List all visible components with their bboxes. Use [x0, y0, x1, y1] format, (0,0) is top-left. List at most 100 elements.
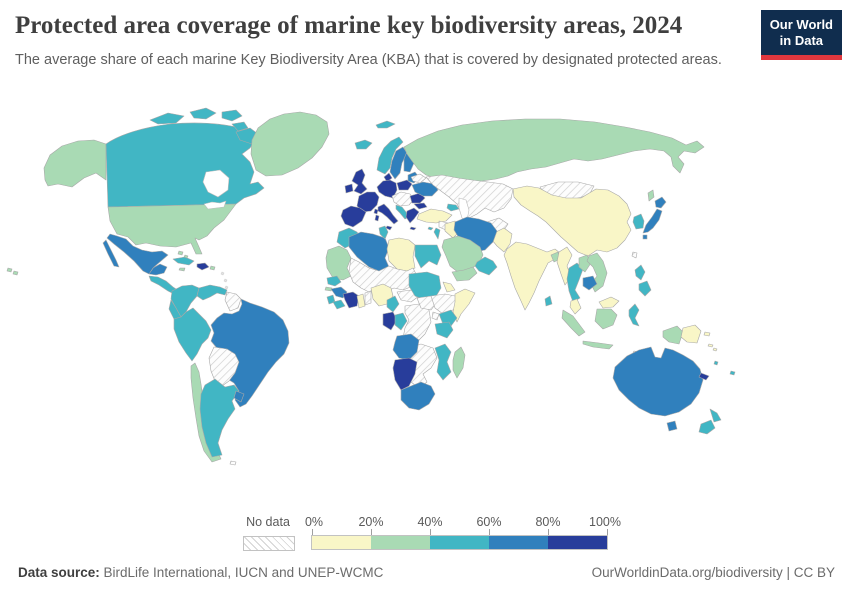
country-mozambique[interactable]: [434, 343, 452, 381]
country-australia[interactable]: [612, 346, 704, 432]
country-india[interactable]: [503, 241, 561, 311]
country-algeria[interactable]: [348, 231, 390, 272]
country-new-zealand[interactable]: [698, 408, 722, 435]
country-greenland[interactable]: [250, 111, 330, 177]
country-venezuela[interactable]: [196, 284, 228, 301]
country-tunisia[interactable]: [378, 225, 389, 240]
country-argentina[interactable]: [199, 378, 240, 458]
legend-no-data-swatch[interactable]: [243, 536, 295, 551]
country-kazakhstan-centralasia[interactable]: [425, 174, 514, 219]
falkland-islands[interactable]: [229, 460, 237, 466]
country-egypt[interactable]: [414, 244, 442, 269]
country-new-caledonia[interactable]: [698, 372, 710, 381]
country-tanzania[interactable]: [434, 321, 454, 339]
country-indonesia[interactable]: [561, 308, 684, 350]
country-turkey[interactable]: [416, 208, 453, 224]
country-norway[interactable]: [376, 136, 404, 175]
country-iceland[interactable]: [354, 139, 373, 150]
country-mexico[interactable]: [102, 233, 169, 276]
country-cyprus[interactable]: [427, 226, 434, 231]
legend-swatch-20-40[interactable]: [371, 536, 430, 549]
country-namibia[interactable]: [392, 357, 418, 391]
legend-color-bar: [311, 535, 608, 550]
country-vanuatu[interactable]: [713, 360, 719, 366]
country-solomon-islands[interactable]: [707, 343, 718, 352]
country-gabon[interactable]: [382, 311, 398, 331]
country-cuba[interactable]: [172, 256, 195, 266]
owid-logo: Our World in Data: [760, 10, 842, 60]
country-bolivia-paraguay[interactable]: [208, 346, 240, 387]
country-yemen[interactable]: [451, 266, 478, 282]
country-malaysia[interactable]: [569, 296, 620, 315]
country-canada-arctic[interactable]: [149, 107, 259, 145]
country-togo-benin[interactable]: [364, 290, 372, 306]
country-hawaii-us[interactable]: [6, 267, 19, 276]
country-cameroon[interactable]: [386, 295, 400, 313]
country-taiwan[interactable]: [631, 251, 638, 259]
country-south-africa[interactable]: [400, 381, 436, 411]
country-poland[interactable]: [396, 179, 413, 191]
country-fiji[interactable]: [729, 370, 736, 376]
data-source-label: Data source:: [18, 565, 100, 580]
country-kenya[interactable]: [438, 309, 458, 327]
country-oman[interactable]: [474, 256, 498, 276]
country-libya[interactable]: [386, 237, 416, 272]
legend-swatch-40-60[interactable]: [430, 536, 489, 549]
country-bahamas[interactable]: [177, 250, 189, 259]
legend-no-data-label: No data: [246, 515, 290, 529]
country-germany-benelux[interactable]: [376, 179, 398, 199]
country-svalbard-norway[interactable]: [375, 120, 396, 129]
country-belarus[interactable]: [410, 173, 427, 184]
country-guinea-bissau[interactable]: [324, 286, 333, 292]
country-greece[interactable]: [405, 207, 420, 231]
country-thailand[interactable]: [566, 262, 584, 303]
country-georgia-caucasus[interactable]: [446, 203, 460, 212]
country-uganda[interactable]: [431, 311, 440, 321]
legend-swatch-0-20[interactable]: [312, 536, 371, 549]
page-title: Protected area coverage of marine key bi…: [15, 12, 683, 39]
attribution-link[interactable]: OurWorldinData.org/biodiversity | CC BY: [591, 565, 835, 580]
country-peru[interactable]: [173, 307, 212, 362]
country-bulgaria[interactable]: [413, 202, 428, 210]
great-lakes: [203, 200, 227, 210]
country-south-korea[interactable]: [632, 213, 645, 230]
country-alaska-us[interactable]: [43, 139, 107, 188]
country-jamaica[interactable]: [178, 267, 186, 272]
lesser-antilles-islands: [220, 271, 229, 290]
country-ireland[interactable]: [344, 183, 354, 194]
country-iberia[interactable]: [340, 205, 367, 228]
country-italy[interactable]: [373, 203, 399, 231]
country-vietnam[interactable]: [586, 252, 608, 293]
country-liberia[interactable]: [332, 299, 346, 310]
country-papua-new-guinea[interactable]: [680, 324, 711, 344]
country-senegal[interactable]: [326, 275, 342, 287]
country-usa[interactable]: [107, 203, 237, 255]
country-ghana[interactable]: [356, 293, 366, 309]
country-china[interactable]: [512, 185, 632, 257]
country-philippines[interactable]: [634, 264, 652, 297]
country-uk[interactable]: [351, 168, 368, 195]
country-hispaniola[interactable]: [196, 262, 210, 271]
country-japan[interactable]: [642, 196, 667, 240]
country-congo[interactable]: [394, 312, 408, 331]
legend-tickmark: [607, 529, 608, 536]
country-eritrea[interactable]: [442, 281, 456, 293]
country-mauritania[interactable]: [325, 245, 352, 281]
country-israel-lebanon[interactable]: [433, 227, 441, 240]
country-sri-lanka[interactable]: [544, 295, 553, 307]
country-somalia[interactable]: [452, 288, 476, 323]
legend-swatch-80-100[interactable]: [548, 536, 607, 549]
country-guyana-suriname[interactable]: [224, 291, 242, 312]
hudson-bay: [202, 169, 230, 198]
country-ukraine[interactable]: [411, 181, 439, 197]
country-cote-divoire[interactable]: [342, 291, 360, 309]
country-sulawesi-indonesia[interactable]: [628, 303, 640, 327]
country-cambodia[interactable]: [582, 275, 598, 291]
country-uruguay[interactable]: [233, 390, 245, 403]
legend-swatch-60-80[interactable]: [489, 536, 548, 549]
country-puerto-rico[interactable]: [209, 265, 216, 271]
owid-logo-line2: in Data: [779, 33, 824, 49]
country-madagascar[interactable]: [452, 346, 466, 379]
legend-tick-0: 0%: [304, 515, 324, 529]
